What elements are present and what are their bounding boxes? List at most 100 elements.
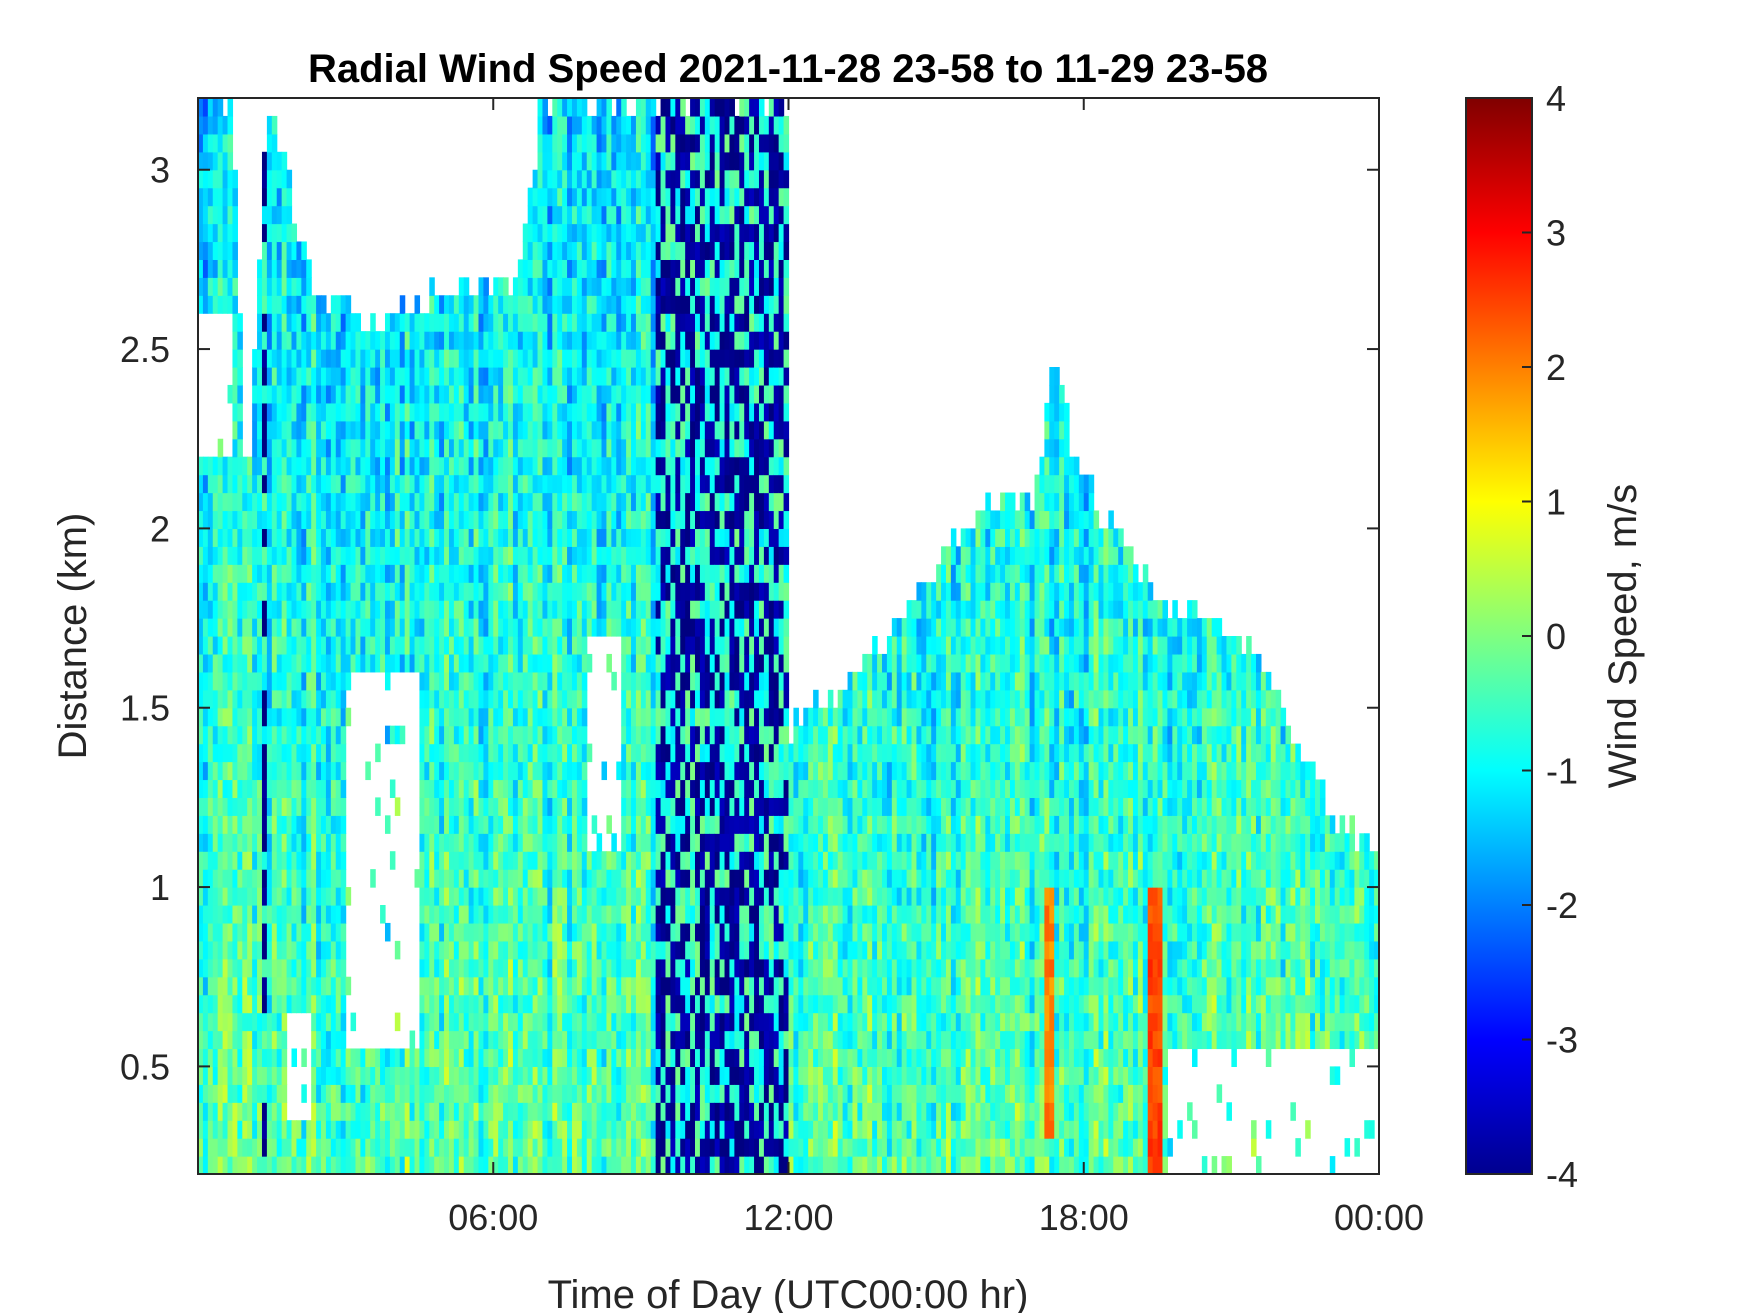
heatmap-cell xyxy=(601,546,608,565)
heatmap-cell xyxy=(237,653,243,673)
heatmap-cell xyxy=(655,205,662,225)
heatmap-cell xyxy=(562,869,568,888)
heatmap-cell xyxy=(675,671,681,691)
heatmap-cell xyxy=(552,205,558,225)
heatmap-cell xyxy=(271,689,278,709)
heatmap-cell xyxy=(384,815,391,834)
heatmap-cell xyxy=(306,402,312,422)
heatmap-cell xyxy=(198,510,204,529)
heatmap-cell xyxy=(424,546,430,565)
heatmap-cell xyxy=(429,492,435,512)
heatmap-cell xyxy=(542,958,548,978)
heatmap-cell xyxy=(434,797,440,816)
heatmap-cell xyxy=(552,940,558,960)
heatmap-cell xyxy=(527,241,534,260)
heatmap-cell xyxy=(488,815,494,834)
heatmap-cell xyxy=(306,1156,312,1174)
heatmap-cell xyxy=(321,958,327,978)
heatmap-cell xyxy=(360,600,366,619)
heatmap-cell xyxy=(606,510,612,529)
heatmap-cell xyxy=(571,187,578,207)
heatmap-cell xyxy=(498,707,504,727)
heatmap-cell xyxy=(202,205,209,225)
heatmap-cell xyxy=(503,564,509,583)
heatmap-cell xyxy=(448,958,455,978)
heatmap-cell xyxy=(547,402,553,422)
heatmap-cell xyxy=(576,98,583,117)
heatmap-cell xyxy=(640,1156,647,1174)
heatmap-cell xyxy=(591,869,598,888)
heatmap-cell xyxy=(419,761,425,781)
heatmap-cell xyxy=(473,887,480,906)
heatmap-cell xyxy=(621,313,627,332)
heatmap-cell xyxy=(685,1084,691,1103)
heatmap-cell xyxy=(675,707,681,727)
heatmap-cell xyxy=(571,994,578,1014)
heatmap-cell xyxy=(335,1120,342,1139)
heatmap-cell xyxy=(655,600,662,619)
heatmap-cell xyxy=(266,887,273,906)
heatmap-cell xyxy=(330,1156,337,1174)
heatmap-cell xyxy=(325,474,332,494)
heatmap-cell xyxy=(557,492,563,512)
heatmap-cell xyxy=(685,331,691,350)
heatmap-cell xyxy=(631,743,637,763)
heatmap-cell xyxy=(621,582,627,601)
heatmap-cell xyxy=(498,510,504,529)
heatmap-cell xyxy=(325,1048,332,1067)
heatmap-cell xyxy=(266,492,273,512)
heatmap-cell xyxy=(503,940,509,960)
heatmap-cell xyxy=(508,905,514,924)
heatmap-cell xyxy=(611,1048,617,1067)
heatmap-cell xyxy=(237,438,243,458)
heatmap-cell xyxy=(237,689,243,709)
heatmap-cell xyxy=(498,851,504,870)
heatmap-cell xyxy=(685,223,691,243)
heatmap-cell xyxy=(601,582,608,601)
heatmap-cell xyxy=(384,402,391,422)
heatmap-cell xyxy=(552,636,558,655)
heatmap-cell xyxy=(321,1156,327,1174)
heatmap-cell xyxy=(380,402,386,422)
heatmap-cell xyxy=(675,976,681,996)
heatmap-cell xyxy=(685,510,691,529)
heatmap-cell xyxy=(276,905,283,924)
heatmap-cell xyxy=(650,833,657,852)
heatmap-cell xyxy=(660,1012,667,1032)
heatmap-cell xyxy=(660,510,667,529)
heatmap-cell xyxy=(276,958,283,978)
heatmap-cell xyxy=(635,331,642,350)
heatmap-cell xyxy=(685,492,691,512)
heatmap-cell xyxy=(207,133,214,153)
heatmap-cell xyxy=(680,420,686,440)
heatmap-cell xyxy=(448,420,455,440)
heatmap-cell xyxy=(547,779,553,798)
heatmap-cell xyxy=(635,671,642,691)
heatmap-cell xyxy=(375,384,381,404)
heatmap-cell xyxy=(217,600,224,619)
heatmap-cell xyxy=(217,1156,224,1174)
heatmap-cell xyxy=(350,582,357,601)
heatmap-cell xyxy=(429,438,435,458)
heatmap-cell xyxy=(237,564,243,583)
heatmap-cell xyxy=(675,1030,681,1050)
heatmap-cell xyxy=(458,1156,465,1174)
heatmap-cell xyxy=(483,1066,489,1085)
heatmap-cell xyxy=(606,492,612,512)
heatmap-cell xyxy=(468,1012,475,1032)
heatmap-cell xyxy=(522,743,529,763)
heatmap-cell xyxy=(517,582,524,601)
heatmap-cell xyxy=(266,295,273,314)
heatmap-cell xyxy=(606,223,612,243)
heatmap-cell xyxy=(621,241,627,260)
heatmap-cell xyxy=(532,456,539,476)
heatmap-cell xyxy=(522,1030,529,1050)
heatmap-cell xyxy=(685,618,691,637)
heatmap-cell xyxy=(458,940,465,960)
heatmap-cell xyxy=(562,133,568,153)
heatmap-cell xyxy=(271,618,278,637)
heatmap-cell xyxy=(370,1102,376,1121)
heatmap-cell xyxy=(242,833,248,852)
heatmap-cell xyxy=(384,384,391,404)
heatmap-cell xyxy=(301,420,307,440)
